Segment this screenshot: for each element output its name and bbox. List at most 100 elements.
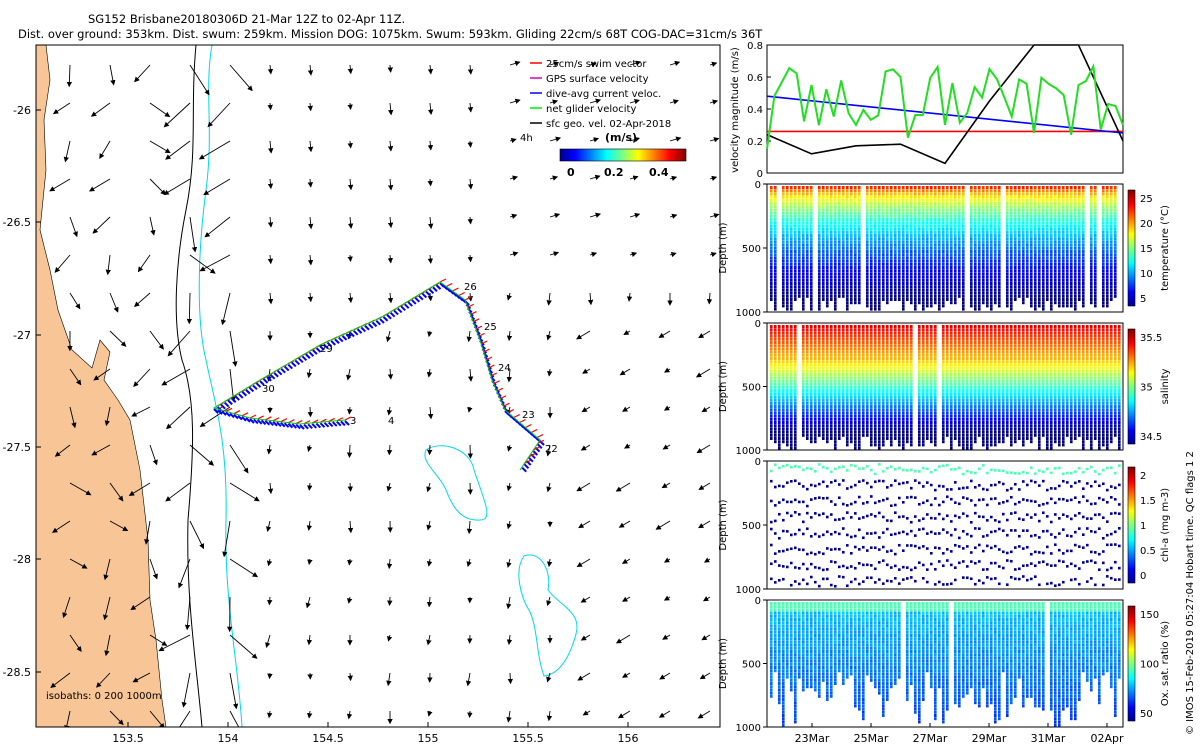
section-cell (1094, 205, 1097, 209)
section-cell (1070, 266, 1073, 269)
section-cell (894, 221, 897, 225)
section-cell (774, 350, 777, 354)
section-cell (814, 385, 817, 389)
section-cell (1090, 272, 1093, 276)
sfc-vel-arrow (387, 178, 394, 191)
section-cell (866, 433, 869, 437)
section-cell (794, 214, 797, 218)
section-cell (910, 360, 913, 364)
section-cell (858, 401, 861, 405)
section-cell (1078, 253, 1081, 257)
section-cell (958, 253, 961, 257)
section-cell (870, 369, 873, 373)
section-cell (838, 227, 841, 231)
section-cell (898, 298, 901, 301)
section-cell (978, 240, 981, 244)
section-cell (846, 186, 849, 189)
section-cell (1022, 218, 1025, 221)
section-cell (790, 446, 793, 450)
section-cell (922, 331, 925, 335)
section-cell (1082, 262, 1085, 266)
section-cell (1110, 266, 1113, 269)
section-cell (962, 227, 965, 231)
section-cell (974, 221, 977, 225)
section-cell (978, 282, 981, 285)
section-cell (850, 373, 853, 376)
sfc-vel-arrow (587, 292, 594, 306)
section-cell (782, 262, 785, 266)
section-cell (1030, 294, 1033, 298)
section-cell (862, 328, 865, 332)
section-cell (1066, 237, 1069, 241)
section-cell (882, 424, 885, 428)
section-cell (958, 195, 961, 199)
section-cell (830, 205, 833, 209)
section-cell (834, 240, 837, 244)
sfc-vel-arrow (306, 634, 313, 646)
section-cell (826, 227, 829, 231)
section-cell (1078, 221, 1081, 225)
section-cell (858, 214, 861, 218)
section-cell (1066, 285, 1069, 289)
section-cell (782, 259, 785, 263)
section-cell (770, 376, 773, 380)
section-cell (826, 211, 829, 215)
sfc-vel-arrow (655, 520, 671, 530)
section-cell (1082, 298, 1085, 301)
section-cell (886, 205, 889, 209)
section-cell (906, 205, 909, 209)
section-cell (918, 234, 921, 237)
section-cell (862, 398, 865, 402)
section-cell (1054, 269, 1057, 273)
section-cell (886, 427, 889, 431)
section-cell (894, 208, 897, 212)
land (36, 45, 167, 727)
section-cell (786, 395, 789, 399)
section-cell (878, 366, 881, 370)
section-cell (978, 256, 981, 260)
section-cell (866, 382, 869, 386)
section-cell (870, 401, 873, 405)
sfc-vel-arrow (199, 406, 231, 427)
section-cell (914, 282, 917, 285)
section-cell (818, 218, 821, 221)
section-cell (946, 211, 949, 215)
section-cell (1006, 214, 1009, 218)
section-cell (850, 360, 853, 364)
section-cell (958, 240, 961, 244)
section-cell (834, 376, 837, 380)
section-cell (1090, 234, 1093, 237)
section-cell (946, 285, 949, 289)
section-cell (778, 331, 781, 335)
section-cell (818, 376, 821, 380)
section-cell (906, 208, 909, 212)
section-cell (922, 294, 925, 298)
section-cell (1106, 224, 1109, 228)
section-cell (918, 243, 921, 247)
section-cell (922, 282, 925, 285)
section-cell (830, 421, 833, 424)
section-cell (1026, 230, 1029, 234)
section-cell (1090, 266, 1093, 269)
section-cell (790, 341, 793, 344)
section-cell (794, 198, 797, 202)
section-cell (870, 360, 873, 364)
section-cell (854, 211, 857, 215)
section-cell (774, 298, 777, 301)
section-cell (986, 214, 989, 218)
section-cell (874, 272, 877, 276)
section-cell (898, 344, 901, 348)
section-cell (898, 275, 901, 279)
section-cell (794, 205, 797, 209)
section-cell (902, 272, 905, 276)
section-cell (1046, 189, 1049, 193)
section-cell (886, 395, 889, 399)
section-cell (806, 373, 809, 376)
section-cell (858, 357, 861, 360)
section-cell (970, 230, 973, 234)
section-cell (954, 227, 957, 231)
section-cell (902, 443, 905, 447)
sfc-vel-arrow (266, 558, 273, 567)
section-cell (838, 395, 841, 399)
section-cell (826, 259, 829, 263)
